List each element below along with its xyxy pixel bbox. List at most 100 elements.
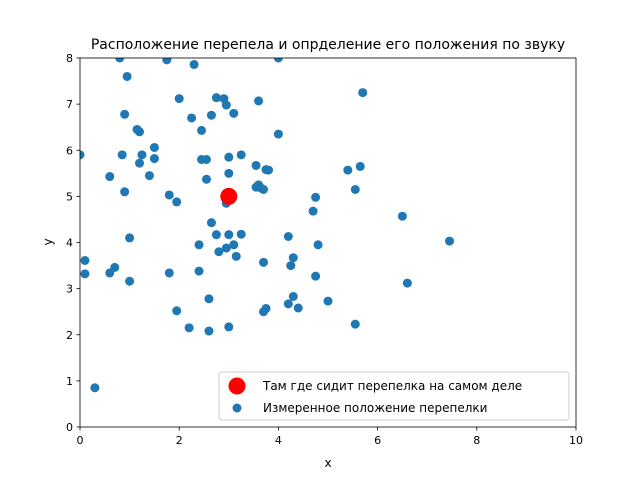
measured-point <box>172 197 182 207</box>
legend-box <box>218 371 570 421</box>
measured-point <box>197 125 207 135</box>
y-tick-label: 2 <box>66 329 73 342</box>
measured-point <box>224 230 234 240</box>
measured-point <box>201 154 211 164</box>
y-tick-label: 3 <box>66 283 73 296</box>
measured-point <box>80 255 90 265</box>
measured-point <box>135 158 145 168</box>
x-tick-label: 2 <box>176 434 183 447</box>
legend-marker <box>232 403 242 413</box>
measured-point <box>311 192 321 202</box>
measured-point <box>263 165 273 175</box>
measured-point <box>288 291 298 301</box>
measured-point <box>229 240 239 250</box>
y-tick-label: 7 <box>66 98 73 111</box>
measured-point <box>283 232 293 242</box>
measured-point <box>164 190 174 200</box>
measured-point <box>273 58 283 63</box>
measured-point <box>149 154 159 164</box>
measured-point <box>187 113 197 123</box>
y-tick-label: 4 <box>66 237 73 250</box>
measured-point <box>201 174 211 184</box>
measured-point <box>259 257 269 267</box>
measured-point <box>174 94 184 104</box>
measured-point <box>105 172 115 182</box>
true-position-point <box>220 187 238 205</box>
x-tick-label: 8 <box>473 434 480 447</box>
measured-point <box>172 306 182 316</box>
measured-point <box>144 171 154 181</box>
x-tick-label: 6 <box>374 434 381 447</box>
measured-point <box>259 184 269 194</box>
measured-point <box>231 251 241 261</box>
measured-point <box>224 152 234 162</box>
measured-point <box>288 253 298 263</box>
measured-point <box>445 236 455 246</box>
measured-point <box>149 142 159 152</box>
legend-label: Там где сидит перепелка на самом деле <box>262 379 522 393</box>
measured-point <box>184 323 194 333</box>
measured-point <box>311 271 321 281</box>
measured-point <box>251 160 261 170</box>
measured-point <box>137 150 147 160</box>
plot-area <box>80 58 455 393</box>
chart-title: Расположение перепела и опрделение его п… <box>91 37 565 53</box>
measured-point <box>224 322 234 332</box>
y-tick-label: 5 <box>66 190 73 203</box>
data-marks <box>80 58 455 393</box>
measured-point <box>206 110 216 120</box>
measured-point <box>323 296 333 306</box>
measured-point <box>293 303 303 313</box>
measured-point <box>350 184 360 194</box>
measured-point <box>206 218 216 228</box>
measured-point <box>221 243 231 253</box>
measured-point <box>90 383 100 393</box>
measured-point <box>259 307 269 317</box>
measured-point <box>283 299 293 309</box>
y-axis-label: y <box>41 238 55 245</box>
y-tick-label: 6 <box>66 144 73 157</box>
measured-point <box>189 59 199 69</box>
legend-label: Измеренное положение перепелки <box>263 401 487 415</box>
measured-point <box>214 247 224 257</box>
measured-point <box>355 161 365 171</box>
legend-marker <box>228 377 246 395</box>
measured-point <box>343 165 353 175</box>
measured-point <box>194 240 204 250</box>
measured-point <box>350 319 360 329</box>
measured-point <box>204 326 214 336</box>
axes: 0 2 4 6 8 10 0 1 2 3 4 5 6 7 8 <box>66 52 583 447</box>
measured-point <box>80 150 85 160</box>
x-tick-label: 4 <box>275 434 282 447</box>
measured-point <box>125 233 135 243</box>
measured-point <box>224 168 234 178</box>
measured-point <box>397 211 407 221</box>
measured-point <box>358 88 368 98</box>
measured-point <box>122 71 132 81</box>
measured-point <box>80 269 90 279</box>
measured-point <box>117 150 127 160</box>
measured-point <box>236 229 246 239</box>
measured-point <box>313 240 323 250</box>
measured-point <box>164 268 174 278</box>
measured-point <box>120 187 130 197</box>
measured-point <box>221 100 231 110</box>
y-tick-label: 1 <box>66 375 73 388</box>
measured-point <box>105 268 115 278</box>
x-axis-label: x <box>324 456 331 470</box>
measured-point <box>402 278 412 288</box>
measured-point <box>254 96 264 106</box>
legend: Там где сидит перепелка на самом деле Изм… <box>218 371 570 421</box>
measured-point <box>125 276 135 286</box>
y-tick-label: 0 <box>66 421 73 434</box>
measured-point <box>229 108 239 118</box>
measured-point <box>273 129 283 139</box>
measured-point <box>194 266 204 276</box>
measured-point <box>120 109 130 119</box>
x-tick-label: 10 <box>569 434 583 447</box>
x-tick-label: 0 <box>77 434 84 447</box>
measured-point <box>204 294 214 304</box>
measured-point <box>135 127 145 137</box>
measured-point <box>211 230 221 240</box>
